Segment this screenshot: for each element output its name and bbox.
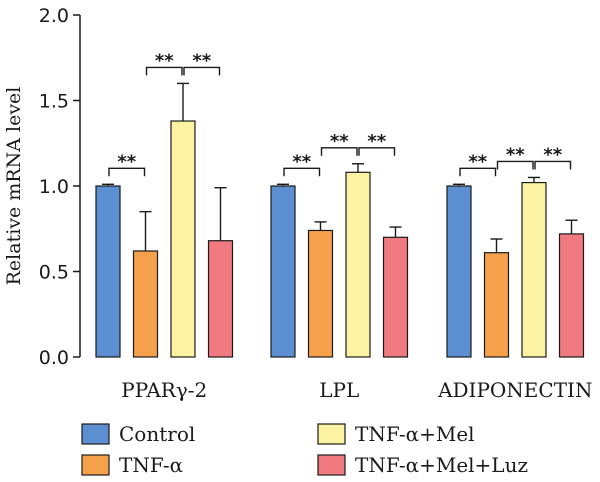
y-tick-label: 1.0 bbox=[39, 176, 69, 198]
y-tick-label: 1.5 bbox=[39, 91, 69, 113]
significance-bracket bbox=[108, 167, 146, 177]
significance-bracket bbox=[534, 160, 572, 170]
y-tick-label: 0.0 bbox=[39, 347, 69, 369]
bar bbox=[521, 181, 547, 358]
y-axis-title: Relative mRNA level bbox=[3, 87, 25, 286]
legend-swatch bbox=[81, 454, 110, 476]
bar bbox=[270, 185, 296, 358]
significance-brackets: ** ** ** ** ** ** ** ** ** bbox=[108, 50, 572, 177]
y-axis: 0.0 0.5 1.0 1.5 2.0 bbox=[39, 5, 81, 369]
significance-bracket bbox=[320, 147, 358, 156]
error-bars bbox=[102, 82, 578, 253]
significance-bracket bbox=[145, 66, 183, 76]
significance-bracket bbox=[459, 167, 497, 177]
legend: Control TNF-α TNF-α+Mel TNF-α+Mel+Luz bbox=[81, 422, 528, 477]
significance-label: ** bbox=[292, 151, 311, 172]
legend-label: TNF-α bbox=[119, 453, 183, 477]
bar bbox=[132, 250, 159, 358]
bar bbox=[558, 233, 585, 358]
significance-bracket bbox=[283, 167, 321, 177]
y-tick-label: 2.0 bbox=[39, 5, 69, 27]
legend-swatch bbox=[81, 423, 110, 445]
significance-bracket bbox=[183, 66, 221, 76]
significance-label: ** bbox=[192, 50, 211, 71]
category-label: LPL bbox=[319, 378, 359, 402]
significance-label: ** bbox=[367, 131, 386, 152]
bar bbox=[95, 185, 121, 358]
legend-label: Control bbox=[119, 422, 195, 446]
significance-bracket bbox=[496, 160, 534, 170]
legend-swatch bbox=[317, 454, 346, 476]
bar bbox=[207, 240, 234, 358]
significance-label: ** bbox=[543, 144, 562, 165]
legend-label: TNF-α+Mel+Luz bbox=[355, 453, 528, 477]
significance-label: ** bbox=[330, 131, 349, 152]
bar bbox=[345, 171, 371, 358]
category-label: ADIPONECTIN bbox=[437, 378, 592, 402]
y-tick-label: 0.5 bbox=[39, 262, 69, 284]
bar bbox=[382, 236, 409, 358]
significance-label: ** bbox=[468, 151, 487, 172]
bar bbox=[483, 252, 510, 358]
bar bbox=[307, 229, 334, 358]
bar bbox=[446, 185, 472, 358]
significance-label: ** bbox=[155, 50, 174, 71]
bar bbox=[170, 120, 196, 358]
significance-bracket bbox=[358, 147, 396, 156]
category-label: PPARγ-2 bbox=[121, 378, 207, 402]
significance-label: ** bbox=[506, 144, 525, 165]
legend-label: TNF-α+Mel bbox=[355, 422, 475, 446]
legend-swatch bbox=[317, 423, 346, 445]
category-labels: PPARγ-2 LPL ADIPONECTIN bbox=[121, 378, 592, 402]
significance-label: ** bbox=[117, 151, 136, 172]
